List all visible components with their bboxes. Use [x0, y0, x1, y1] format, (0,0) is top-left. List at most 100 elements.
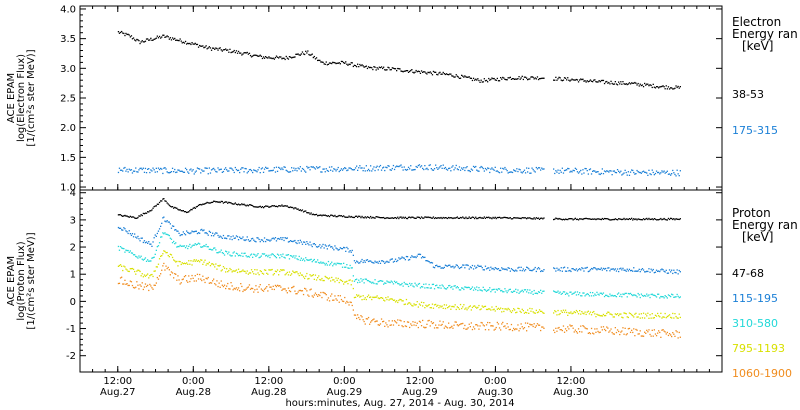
data-point: [270, 57, 272, 59]
data-point: [624, 327, 626, 329]
data-point: [289, 171, 292, 173]
data-point: [149, 39, 151, 41]
data-point: [187, 247, 189, 250]
data-point: [569, 269, 571, 272]
data-point: [660, 295, 662, 298]
data-point: [580, 78, 582, 80]
data-point: [271, 205, 273, 207]
data-point: [154, 234, 156, 236]
data-point: [192, 277, 194, 279]
data-point: [223, 284, 226, 286]
data-point: [420, 216, 423, 218]
data-point: [600, 315, 602, 317]
data-point: [559, 291, 561, 293]
data-point: [194, 260, 196, 262]
data-point: [327, 170, 330, 172]
data-point: [195, 170, 197, 172]
data-point: [153, 237, 155, 239]
data-point: [527, 309, 529, 311]
data-point: [121, 276, 123, 278]
data-point: [343, 246, 345, 249]
data-point: [352, 216, 354, 219]
data-point: [334, 62, 336, 64]
data-point: [584, 327, 586, 329]
data-point: [340, 298, 343, 301]
data-point: [538, 78, 541, 80]
data-point: [506, 79, 508, 81]
data-point: [293, 240, 295, 242]
data-point: [476, 324, 478, 326]
data-point: [320, 171, 322, 173]
data-point: [571, 268, 573, 270]
data-point: [361, 280, 363, 282]
data-point: [398, 165, 400, 168]
data-point: [410, 323, 412, 325]
data-point: [589, 79, 592, 81]
data-point: [420, 165, 423, 167]
data-point: [458, 166, 461, 168]
data-point: [402, 285, 404, 287]
data-point: [297, 240, 299, 242]
data-point: [183, 211, 186, 213]
data-point: [205, 243, 207, 246]
data-point: [490, 78, 492, 81]
data-point: [358, 316, 360, 319]
data-point: [383, 299, 385, 301]
data-point: [485, 324, 488, 326]
data-point: [326, 277, 328, 279]
data-point: [179, 234, 181, 237]
data-point: [260, 239, 262, 241]
data-point: [587, 173, 589, 175]
data-point: [508, 329, 510, 331]
data-point: [472, 268, 475, 270]
data-point: [437, 304, 439, 306]
data-point: [637, 270, 639, 272]
data-point: [631, 82, 633, 84]
data-point: [593, 267, 595, 269]
data-point: [206, 246, 208, 248]
data-point: [455, 308, 457, 311]
data-point: [187, 231, 189, 234]
data-point: [157, 245, 160, 247]
data-point: [428, 283, 430, 286]
data-point: [397, 165, 399, 168]
data-point: [534, 326, 536, 328]
data-point: [187, 171, 189, 173]
data-point: [130, 35, 133, 37]
data-point: [662, 269, 664, 271]
data-point: [418, 303, 421, 305]
data-point: [199, 243, 201, 245]
data-point: [553, 329, 555, 331]
data-point: [181, 234, 183, 236]
data-point: [225, 271, 227, 273]
data-point: [445, 217, 448, 219]
data-point: [400, 257, 402, 259]
data-point: [628, 327, 631, 330]
data-point: [149, 171, 151, 174]
data-point: [480, 265, 482, 267]
data-point: [151, 209, 153, 211]
data-point: [470, 309, 472, 311]
data-point: [266, 272, 268, 274]
data-point: [370, 165, 372, 167]
data-point: [219, 47, 221, 49]
data-point: [668, 295, 671, 297]
data-point: [191, 42, 193, 44]
data-point: [484, 289, 487, 291]
data-point: [117, 226, 120, 229]
data-point: [192, 244, 194, 246]
data-point: [562, 79, 565, 81]
data-point: [608, 295, 610, 298]
data-point: [197, 232, 200, 234]
data-point: [189, 210, 191, 212]
data-point: [257, 55, 259, 57]
data-point: [228, 235, 230, 237]
data-point: [570, 218, 572, 220]
data-point: [363, 298, 365, 300]
data-point: [380, 297, 383, 299]
data-point: [432, 70, 435, 73]
data-point: [186, 280, 188, 282]
data-point: [180, 245, 182, 247]
data-point: [536, 311, 539, 314]
data-point: [341, 266, 344, 268]
